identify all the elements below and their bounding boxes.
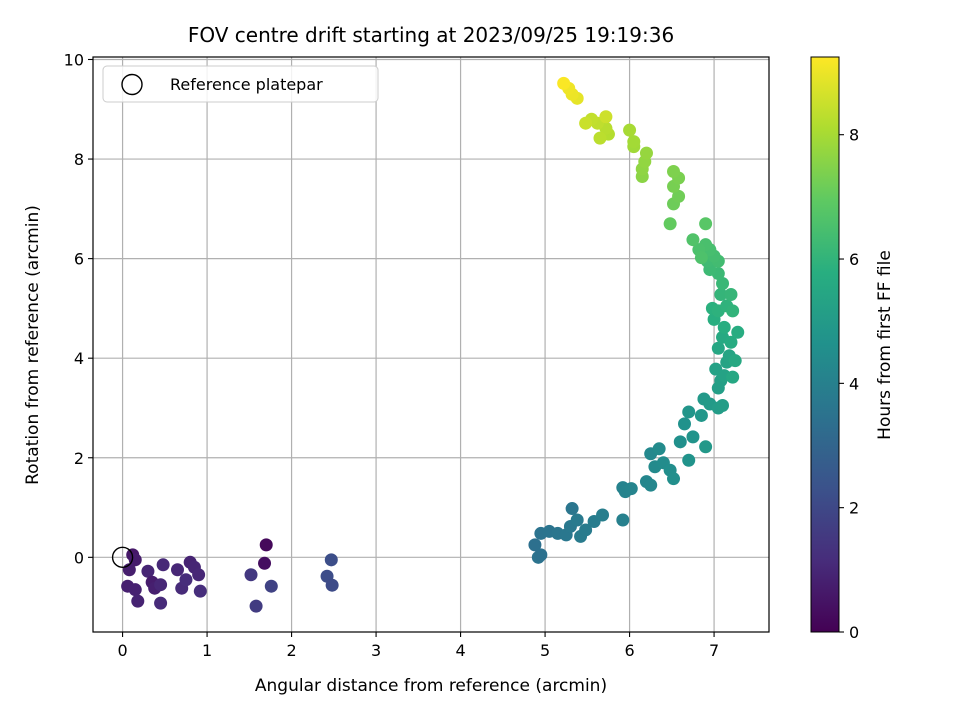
scatter-point [686,233,700,247]
x-tick-label: 0 [117,641,127,660]
legend: Reference platepar [102,65,379,103]
scatter-point [599,110,613,124]
scatter-point [565,502,579,516]
scatter-point [171,563,184,577]
x-tick-label: 1 [202,641,212,660]
scatter-point [259,538,273,552]
scatter-point [258,556,272,570]
scatter-point [624,482,638,496]
y-tick-label: 8 [74,150,84,169]
scatter-point [593,131,607,145]
colorbar-gradient [810,56,840,633]
scatter-point [616,513,630,527]
reference-marker [111,546,134,569]
scatter-point [682,453,696,467]
x-tick-label: 3 [371,641,381,660]
y-tick-label: 2 [74,449,84,468]
scatter-point [686,430,700,444]
scatter-point [244,568,258,582]
scatter-point [652,442,666,456]
legend-marker-reference [121,73,143,96]
scatter-point [714,287,728,301]
scatter-point [711,341,725,355]
x-tick-label: 6 [624,641,634,660]
scatter-point [264,579,278,593]
colorbar-label: Hours from first FF file [875,250,895,440]
scatter-point [724,335,738,349]
scatter-point [324,553,338,567]
x-axis-label: Angular distance from reference (arcmin) [255,676,607,696]
scatter-point [179,573,193,587]
scatter-point [694,251,708,265]
scatter-point [528,538,542,552]
scatter-point [154,596,168,610]
scatter-point [694,408,708,422]
scatter-point [672,189,686,203]
scatter-point [623,123,637,137]
chart-title: FOV centre drift starting at 2023/09/25 … [188,23,674,47]
scatter-point [699,440,713,454]
y-tick-label: 0 [74,548,84,567]
scatter-point [141,564,155,578]
scatter-point [249,599,263,613]
colorbar-tick-label: 0 [849,623,859,642]
plot-area [93,57,769,632]
scatter-point [156,558,170,572]
legend-label-reference: Reference platepar [170,75,323,94]
scatter-point [579,523,593,537]
x-tick-label: 4 [455,641,465,660]
scatter-point [128,583,142,597]
colorbar [810,56,840,633]
scatter-point [154,578,168,592]
colorbar-tick-label: 8 [849,126,859,145]
scatter-point [728,354,742,368]
scatter-point [193,584,207,598]
scatter-point [596,508,610,522]
scatter-point [579,116,593,130]
x-tick-label: 7 [709,641,719,660]
scatter-point [667,165,681,179]
scatter-point [716,277,730,291]
scatter-point [726,370,740,384]
scatter-point [192,568,206,582]
plot-frame [92,56,770,633]
scatter-point [717,320,731,334]
scatter-point [731,325,745,339]
scatter-point [726,304,740,318]
scatter-point [716,398,730,412]
x-tick-label: 2 [286,641,296,660]
scatter-point [673,435,687,449]
y-tick-label: 10 [64,50,84,69]
scatter-point [570,513,584,527]
legend-box [102,65,379,103]
x-tick-label: 5 [540,641,550,660]
scatter-point [131,594,145,608]
colorbar-tick-label: 6 [849,250,859,269]
scatter-point [663,217,677,231]
scatter-point [325,578,339,592]
scatter-point [678,417,691,431]
scatter-point [724,287,738,301]
y-tick-label: 4 [74,349,84,368]
scatter-point [639,146,653,160]
colorbar-tick-label: 4 [849,374,859,393]
y-axis-label: Rotation from reference (arcmin) [23,205,43,485]
scatter-point [644,478,658,492]
colorbar-tick-label: 2 [849,499,859,518]
scatter-point [699,217,713,231]
scatter-point [682,405,696,419]
y-tick-label: 6 [74,250,84,269]
scatter-point [627,135,641,149]
scatter-point [534,548,548,562]
scatter-point [667,472,681,486]
scatter-point [557,76,571,90]
